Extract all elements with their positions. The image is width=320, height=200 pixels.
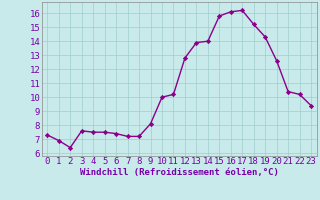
X-axis label: Windchill (Refroidissement éolien,°C): Windchill (Refroidissement éolien,°C): [80, 168, 279, 177]
